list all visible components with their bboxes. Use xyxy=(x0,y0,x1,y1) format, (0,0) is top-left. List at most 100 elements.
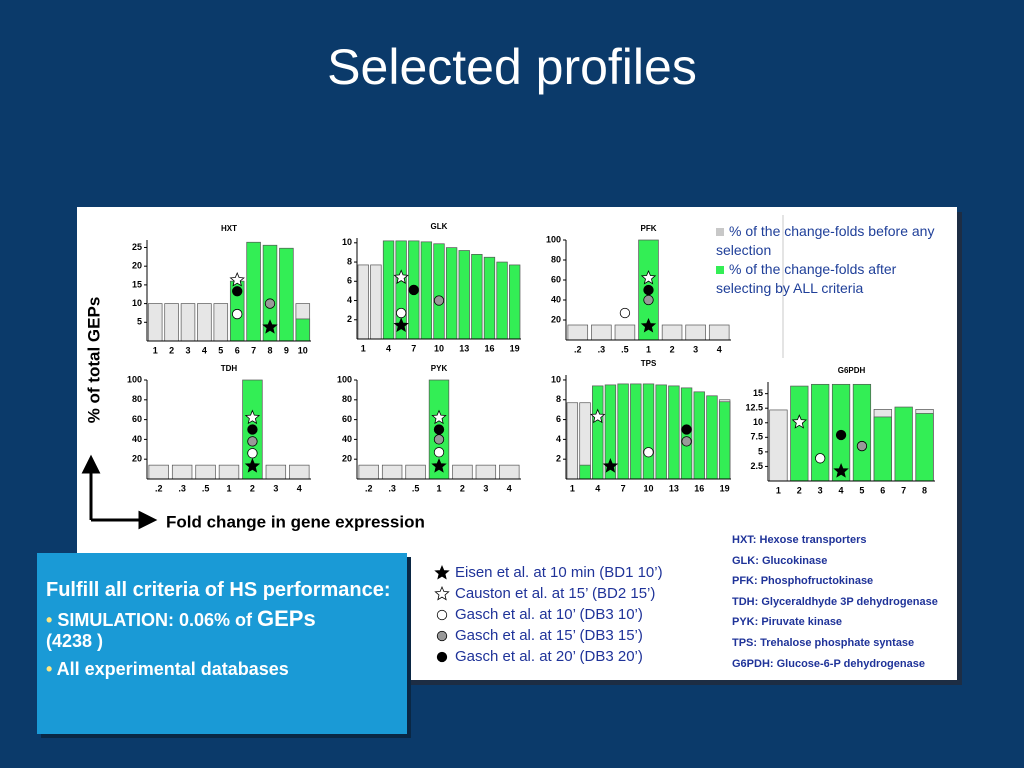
x-tick-label: 4 xyxy=(202,345,207,355)
bar-after xyxy=(718,401,731,480)
bar-after xyxy=(458,250,470,340)
bar-after xyxy=(630,383,642,480)
bullet-dot: • xyxy=(46,610,53,630)
bar-before xyxy=(661,324,683,341)
x-tick-label: 9 xyxy=(284,345,289,355)
bar-legend: % of the change-folds before any selecti… xyxy=(716,222,946,298)
bar-after xyxy=(894,406,913,482)
data-marker xyxy=(433,447,445,458)
x-tick-label: 4 xyxy=(386,343,391,353)
data-marker xyxy=(640,269,657,285)
abbreviation: PYK: Piruvate kinase xyxy=(732,616,843,629)
bar-after xyxy=(496,261,508,340)
x-tick-label: 1 xyxy=(226,483,231,493)
x-tick-label: 1 xyxy=(153,345,158,355)
data-marker xyxy=(433,434,445,445)
data-marker xyxy=(247,448,258,459)
bar-before xyxy=(499,464,520,480)
y-tick-label: 15 xyxy=(753,388,763,398)
abbreviation-list: HXT: Hexose transporters GLK: Glucokinase… xyxy=(732,530,938,674)
data-marker xyxy=(833,463,849,478)
x-tick-label: .2 xyxy=(365,483,373,493)
abbreviation: GLK: Glucokinase xyxy=(732,554,828,567)
abbreviation: TDH: Glyceraldhyde 3P dehydrogenase xyxy=(732,595,938,608)
bar-after xyxy=(246,241,261,342)
bar-before xyxy=(769,409,788,482)
bar-before xyxy=(708,324,730,341)
x-tick-label: 5 xyxy=(218,345,223,355)
data-marker xyxy=(640,317,657,333)
y-tick-label: 60 xyxy=(342,414,352,424)
legend-symbol xyxy=(436,651,448,663)
summary-bullet: • SIMULATION: 0.06% of GEPs (4238 ) xyxy=(46,608,398,652)
y-tick-label: 20 xyxy=(132,261,142,271)
y-tick-label: 100 xyxy=(337,374,352,384)
x-tick-label: .2 xyxy=(155,483,163,493)
legend-text: Gasch et al. at 20’ (DB3 20’) xyxy=(455,648,643,665)
bar-before xyxy=(381,464,403,480)
legend-text: Gasch et al. at 15’ (DB3 15’) xyxy=(455,627,643,644)
y-tick-label: 2.5 xyxy=(750,461,763,471)
bullet-text: GEPs xyxy=(257,606,316,631)
x-tick-label: 19 xyxy=(510,343,520,353)
x-tick-label: 2 xyxy=(250,483,255,493)
bar-before xyxy=(405,464,426,480)
data-marker xyxy=(229,271,245,287)
legend-text: % of the change-folds after selecting by… xyxy=(716,261,897,296)
y-tick-label: 20 xyxy=(551,314,561,324)
chart-title: TPS xyxy=(641,359,657,368)
legend-text: % of the change-folds before any selecti… xyxy=(716,223,935,258)
data-marker xyxy=(264,298,276,309)
chart-title: PFK xyxy=(641,224,657,233)
y-tick-label: 80 xyxy=(551,254,561,264)
chart-title: TDH xyxy=(221,364,238,373)
bar-before xyxy=(147,303,163,342)
data-marker xyxy=(681,424,692,435)
abbreviation: HXT: Hexose transporters xyxy=(732,534,867,546)
x-tick-label: 4 xyxy=(839,485,844,495)
x-tick-label: .5 xyxy=(621,344,629,354)
bar-before xyxy=(289,464,310,480)
bullet-text: SIMULATION: 0.06% of xyxy=(57,610,258,630)
bar-after xyxy=(642,383,655,480)
bar-before xyxy=(265,464,287,480)
data-marker xyxy=(247,436,258,447)
y-tick-label: 10 xyxy=(132,298,142,308)
bar-after xyxy=(592,385,604,480)
summary-box: Fulfill all criteria of HS performance: … xyxy=(37,553,407,734)
data-marker xyxy=(602,458,619,473)
legend-symbol xyxy=(436,609,448,621)
x-tick-label: 4 xyxy=(297,483,302,493)
x-tick-label: 8 xyxy=(267,345,272,355)
y-tick-label: 60 xyxy=(132,414,142,424)
bar-after xyxy=(509,264,521,340)
x-tick-label: 3 xyxy=(185,345,190,355)
data-marker xyxy=(856,440,868,452)
legend-item: % of the change-folds after selecting by… xyxy=(716,260,946,298)
x-tick-label: 2 xyxy=(797,485,802,495)
bullet-text: All experimental databases xyxy=(56,659,289,679)
x-tick-label: 1 xyxy=(570,483,575,493)
bar-after xyxy=(295,318,311,342)
y-tick-label: 2 xyxy=(556,454,561,464)
x-tick-label: 1 xyxy=(776,485,781,495)
bar-before xyxy=(566,402,579,480)
x-tick-label: 2 xyxy=(460,483,465,493)
bar-before xyxy=(591,324,612,341)
y-tick-label: 80 xyxy=(132,394,142,404)
x-tick-label: 7 xyxy=(411,343,416,353)
legend-text: Causton et al. at 15’ (BD2 15’) xyxy=(455,585,655,602)
bar-before xyxy=(197,303,212,342)
bar-after xyxy=(706,395,718,480)
data-marker xyxy=(815,453,826,464)
data-marker xyxy=(393,317,409,333)
data-marker xyxy=(643,447,654,458)
data-marker xyxy=(244,409,261,425)
bar-before xyxy=(213,303,229,342)
bar-before xyxy=(567,324,589,341)
bar-before xyxy=(357,264,369,340)
chart-title: GLK xyxy=(431,222,448,231)
x-tick-label: 2 xyxy=(670,344,675,354)
